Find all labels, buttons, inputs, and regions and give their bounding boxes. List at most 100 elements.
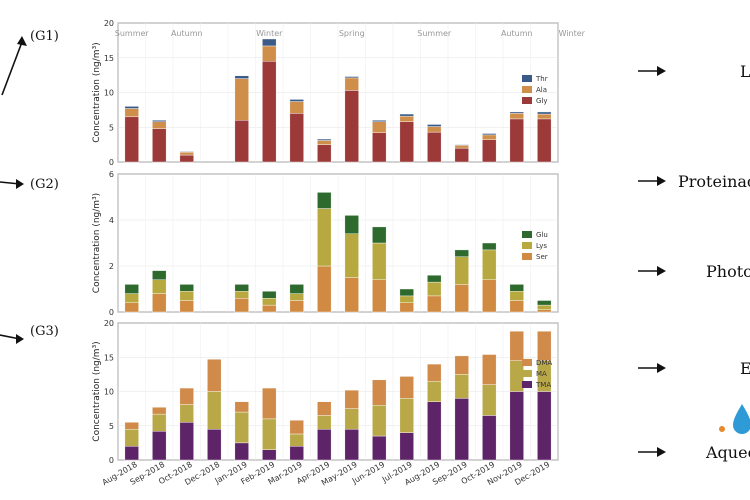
water-droplet-icon (719, 404, 750, 434)
bar-segment (399, 288, 414, 297)
bar-segment (427, 281, 442, 297)
panel-3: 0 5 10 15 20 DMA MA TMA Concentration (ng/m³) (G3… (0, 319, 559, 465)
bar-segment (509, 113, 524, 120)
bar-segment (427, 126, 442, 133)
bar-segment (482, 249, 497, 280)
bar-segment (509, 284, 524, 292)
bar-segment (289, 99, 304, 102)
bar-segment (482, 415, 497, 461)
bar-segment (179, 154, 194, 163)
legend-swatch (522, 231, 532, 238)
y-tick-label: 20 (104, 19, 114, 28)
bar-segment (372, 242, 387, 280)
bar-segment (234, 298, 249, 313)
bar-segment (179, 422, 194, 461)
bar-segment (454, 145, 469, 149)
bar-segment (124, 108, 139, 118)
legend-swatch (522, 253, 532, 260)
bar-segment (427, 131, 442, 163)
side-label: Photo (706, 262, 750, 281)
bar-segment (399, 302, 414, 313)
bar-segment (289, 300, 304, 313)
y-tick-label: 15 (104, 353, 114, 362)
bar-segment (234, 442, 249, 461)
bar-segment (537, 111, 552, 115)
y-tick-label: 6 (109, 170, 114, 179)
bar-segment (454, 398, 469, 461)
droplet-dot (719, 426, 725, 432)
bar-segment (399, 113, 414, 117)
bar-segment (179, 300, 194, 313)
bar-segment (179, 151, 194, 153)
bar-segment (427, 124, 442, 127)
bar-segment (372, 379, 387, 406)
bar-segment (152, 431, 167, 461)
bar-segment (262, 45, 277, 62)
bar-segment (537, 113, 552, 120)
side-label: Proteinac (678, 172, 750, 191)
bar-segment (537, 331, 552, 361)
arrow-head (17, 36, 27, 46)
bar-segment (344, 90, 359, 163)
legend-label: Ala (536, 86, 547, 94)
bar-segment (289, 293, 304, 301)
bar-segment (482, 279, 497, 313)
bar-segment (152, 128, 167, 163)
bar-segment (317, 265, 332, 313)
season-label: Summer (115, 29, 150, 38)
bar-segment (289, 420, 304, 435)
bar-segment (427, 295, 442, 313)
bar-segment (399, 295, 414, 303)
bar-segment (152, 407, 167, 415)
bar-segment (427, 275, 442, 283)
y-axis-label: Concentration (ng/m³) (92, 42, 102, 142)
bar-segment (344, 389, 359, 409)
legend-swatch (522, 75, 532, 82)
bar-segment (317, 192, 332, 209)
bar-segment (317, 428, 332, 461)
legend-label: MA (536, 370, 547, 378)
legend-swatch (522, 359, 532, 366)
legend-swatch (522, 86, 532, 93)
y-tick-label: 10 (104, 89, 114, 98)
panel-arrow (1, 36, 27, 96)
season-label: Autumn (171, 29, 203, 38)
bar-segment (454, 355, 469, 375)
bar-segment (509, 391, 524, 461)
bar-segment (124, 446, 139, 461)
bar-segment (427, 363, 442, 382)
legend-label: Glu (536, 231, 548, 239)
panel-label: (G3) (30, 324, 59, 339)
bar-segment (179, 387, 194, 405)
bar-segment (289, 284, 304, 294)
bar-segment (509, 360, 524, 392)
bar-segment (509, 118, 524, 163)
season-label: Winter (256, 29, 283, 38)
season-label: Winter (559, 29, 586, 38)
bar-segment (482, 384, 497, 416)
bar-segment (124, 293, 139, 304)
y-tick-label: 0 (109, 308, 114, 317)
bar-segment (124, 106, 139, 109)
legend-label: TMA (535, 381, 551, 389)
bar-segment (262, 38, 277, 47)
bar-segment (344, 408, 359, 430)
bar-segment (399, 121, 414, 163)
y-tick-label: 10 (104, 388, 114, 397)
bar-segment (372, 226, 387, 244)
bar-segment (207, 359, 222, 392)
bar-segment (372, 405, 387, 437)
y-tick-label: 2 (109, 262, 114, 271)
bar-segment (427, 381, 442, 402)
bar-segment (152, 293, 167, 313)
bar-segment (427, 401, 442, 461)
y-tick-label: 20 (104, 319, 114, 328)
season-label: Spring (339, 29, 365, 38)
legend-swatch (522, 381, 532, 388)
y-tick-label: 4 (109, 216, 114, 225)
bar-segment (372, 435, 387, 461)
bar-segment (537, 304, 552, 310)
bar-segment (372, 121, 387, 134)
bar-segment (152, 270, 167, 281)
